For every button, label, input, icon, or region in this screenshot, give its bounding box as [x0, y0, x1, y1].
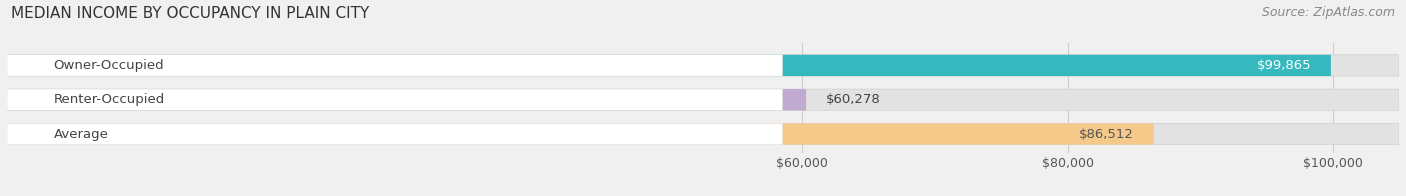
Text: Renter-Occupied: Renter-Occupied [53, 93, 165, 106]
Text: $86,512: $86,512 [1080, 128, 1135, 141]
FancyBboxPatch shape [7, 123, 1399, 145]
FancyBboxPatch shape [7, 123, 783, 145]
FancyBboxPatch shape [7, 89, 806, 110]
Text: MEDIAN INCOME BY OCCUPANCY IN PLAIN CITY: MEDIAN INCOME BY OCCUPANCY IN PLAIN CITY [11, 6, 370, 21]
Text: $60,278: $60,278 [825, 93, 880, 106]
FancyBboxPatch shape [7, 89, 783, 110]
Text: $99,865: $99,865 [1257, 59, 1310, 72]
FancyBboxPatch shape [7, 55, 1399, 76]
FancyBboxPatch shape [7, 123, 1154, 145]
Text: Owner-Occupied: Owner-Occupied [53, 59, 165, 72]
FancyBboxPatch shape [7, 55, 783, 76]
Text: Average: Average [53, 128, 108, 141]
Text: Source: ZipAtlas.com: Source: ZipAtlas.com [1261, 6, 1395, 19]
FancyBboxPatch shape [7, 55, 1331, 76]
FancyBboxPatch shape [7, 89, 1399, 110]
